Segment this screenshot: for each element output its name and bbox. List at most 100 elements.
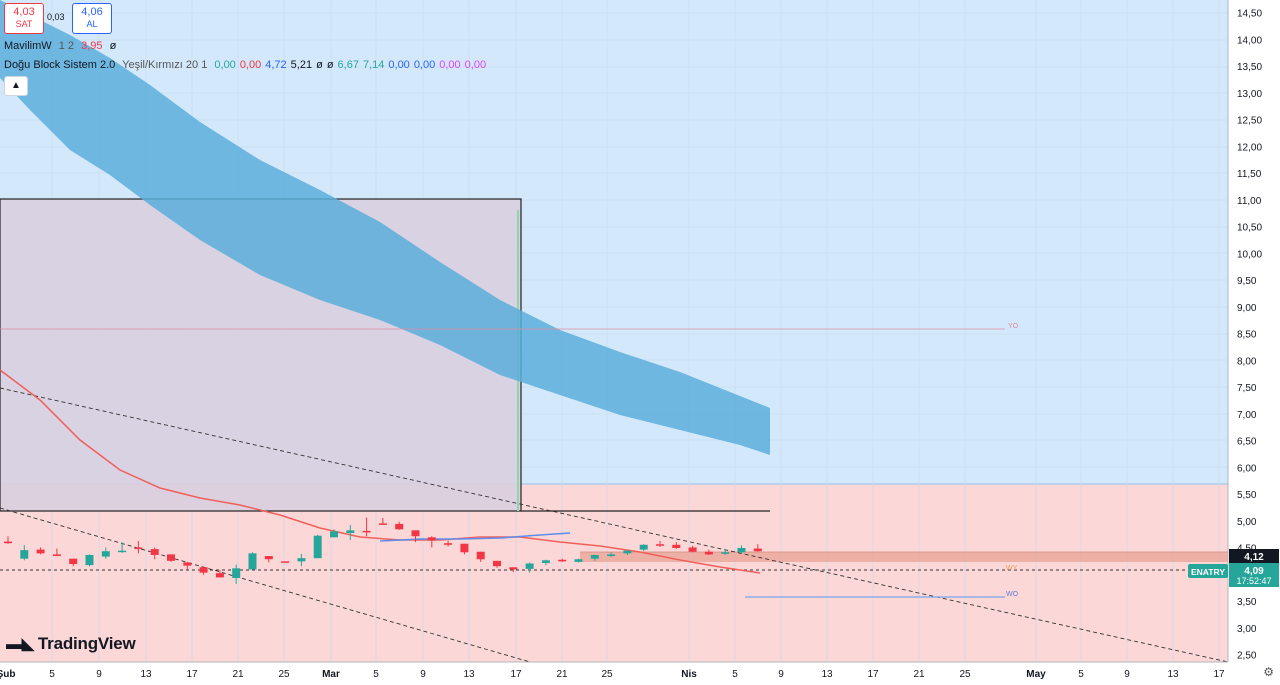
red-zone <box>0 484 1228 662</box>
dogu-value: 0,00 <box>464 59 487 71</box>
candle-up <box>118 550 127 553</box>
candle-down <box>199 567 208 573</box>
sell-price: 4,03 <box>13 6 35 18</box>
mavilim-value: 3,95 <box>81 40 103 52</box>
buy-label: AL <box>86 19 98 29</box>
dogu-value: 7,14 <box>362 59 385 71</box>
price-tick-label: 14,50 <box>1237 9 1262 20</box>
collapse-legend-button[interactable]: ▲ <box>4 76 28 96</box>
buy-button[interactable]: 4,06 AL <box>72 3 112 34</box>
time-tick-label: 9 <box>420 669 426 680</box>
price-tick-label: 14,00 <box>1237 35 1262 46</box>
mavilim-extra: ø <box>109 40 117 52</box>
candle-down <box>427 537 436 541</box>
tradingview-logo: ▬◣ TradingView <box>6 634 136 654</box>
time-tick-label: 13 <box>140 669 152 680</box>
price-tick-label: 13,50 <box>1237 62 1262 73</box>
candle-up <box>541 560 550 563</box>
candle-down <box>36 549 45 554</box>
price-tick-label: 9,50 <box>1237 276 1257 287</box>
time-tick-label: 5 <box>1078 669 1084 680</box>
candle-down <box>395 523 404 530</box>
time-tick-label: 13 <box>821 669 833 680</box>
current-marker-bg <box>1229 549 1279 563</box>
time-tick-label: 25 <box>601 669 613 680</box>
price-tick-label: 13,00 <box>1237 89 1262 100</box>
price-tick-label: 2,50 <box>1237 651 1257 662</box>
time-tick-label: 9 <box>778 669 784 680</box>
dogu-value: ø <box>326 59 334 71</box>
candle-down <box>558 559 567 562</box>
candle-up <box>607 554 616 557</box>
dogu-value: 0,00 <box>413 59 436 71</box>
time-tick-label: 25 <box>959 669 971 680</box>
mavilim-name: MavilimW <box>4 40 52 52</box>
candle-up <box>639 544 648 550</box>
buy-price: 4,06 <box>81 6 103 18</box>
candle-down <box>134 547 143 550</box>
candlestick-series <box>4 517 762 584</box>
tradingview-mark-icon: ▬◣ <box>6 636 34 653</box>
time-tick-label: 17 <box>867 669 879 680</box>
price-tick-label: 12,50 <box>1237 116 1262 127</box>
dogu-value: 6,67 <box>337 59 359 71</box>
candle-down <box>460 543 469 553</box>
candle-down <box>52 554 61 557</box>
candle-down <box>150 549 159 555</box>
price-tick-label: 12,00 <box>1237 142 1262 153</box>
time-tick-label: 13 <box>1167 669 1179 680</box>
candle-up <box>574 559 583 562</box>
gear-icon[interactable]: ⚙ <box>1263 665 1274 679</box>
dogu-name: Doğu Block Sistem 2.0 <box>4 59 116 71</box>
price-tick-label: 5,50 <box>1237 490 1257 501</box>
candle-up <box>330 531 338 538</box>
dogu-legend[interactable]: Doğu Block Sistem 2.0 Yeşil/Kırmızı 20 1… <box>4 59 494 71</box>
sell-button[interactable]: 4,03 SAT <box>4 3 44 34</box>
candle-down <box>688 547 697 552</box>
price-tick-label: 7,50 <box>1237 383 1257 394</box>
dogu-value: 0,00 <box>214 59 236 71</box>
last-price-bg <box>1229 563 1279 587</box>
candle-down <box>378 523 387 525</box>
price-tick-label: 5,00 <box>1237 517 1257 528</box>
price-tick-label: 6,50 <box>1237 437 1257 448</box>
time-tick-label: Şub <box>0 669 15 680</box>
spread-value: 0,03 <box>47 12 65 22</box>
symbol-tag: ENATRY <box>1191 567 1225 577</box>
candle-down <box>362 530 371 533</box>
dogu-values: 0,00 0,00 4,72 5,21 ø ø 6,67 7,14 0,00 0,00 0,00 0,… <box>214 59 490 71</box>
price-axis-ticks: 14,50 14,00 13,50 13,00 12,50 12,00 11,50 11,00… <box>1237 9 1262 662</box>
mavilim-legend[interactable]: MavilimW 1 2 3,95 ø <box>4 40 120 52</box>
time-tick-label: 5 <box>49 669 55 680</box>
time-tick-label: 9 <box>96 669 102 680</box>
price-tick-label: 7,00 <box>1237 410 1257 421</box>
candle-down <box>704 551 713 555</box>
price-tick-label: 3,00 <box>1237 624 1257 635</box>
price-tick-label: 11,50 <box>1237 169 1262 180</box>
candle-down <box>444 543 453 545</box>
time-tick-label: 9 <box>1124 669 1130 680</box>
candle-up <box>721 552 730 554</box>
dogu-value: 0,00 <box>239 59 262 71</box>
candle-down <box>493 560 501 567</box>
time-tick-label: Mar <box>322 669 340 680</box>
price-tick-label: 8,50 <box>1237 330 1257 341</box>
time-tick-label: 13 <box>463 669 475 680</box>
last-price: 4,09 <box>1244 566 1264 577</box>
time-tick-label: 5 <box>732 669 738 680</box>
candle-up <box>346 530 355 534</box>
trend-line-lower <box>0 507 531 663</box>
wo-label: WO <box>1006 591 1019 598</box>
candle-up <box>85 554 94 566</box>
candle-down <box>411 530 420 537</box>
wy-label: WY <box>1006 565 1018 572</box>
candle-up <box>590 554 599 559</box>
price-tick-label: 10,50 <box>1237 223 1262 234</box>
candle-up <box>297 558 306 562</box>
candle-up <box>101 551 110 557</box>
moving-average-red <box>0 369 761 574</box>
price-tick-label: 8,00 <box>1237 356 1257 367</box>
candle-up <box>525 563 534 569</box>
candle-down <box>215 573 224 578</box>
